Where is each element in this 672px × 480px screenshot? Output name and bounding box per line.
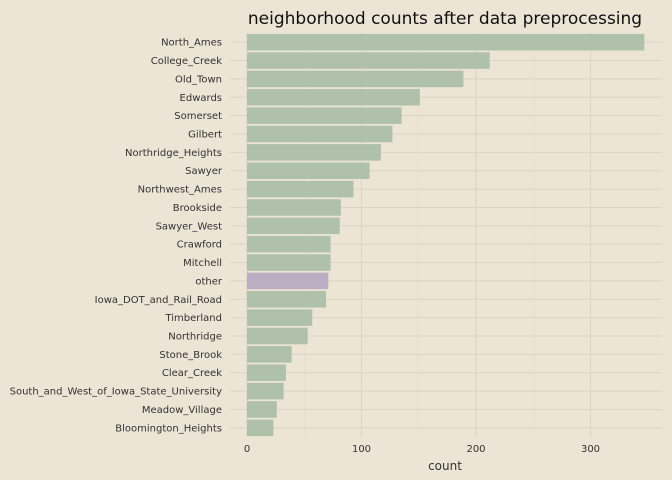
x-tick-label: 100 [352,444,371,455]
y-tick-label: Crawford [177,240,222,251]
bar-northwest-ames [247,180,354,198]
y-tick-label: Brookside [173,203,222,214]
bars-layer [247,33,645,437]
bar-meadow-village [247,401,277,418]
bar-iowa-dot-and-rail-road [247,291,327,308]
bar-south-and-west-of-iowa-state-university [247,382,284,400]
y-tick-label: Gilbert [188,130,222,141]
bar-edwards [247,89,420,106]
bar-bloomington-heights [247,419,274,437]
y-tick-label: Northridge [168,332,222,343]
y-tick-label: Iowa_DOT_and_Rail_Road [95,295,222,306]
bar-mitchell [247,254,331,271]
bar-sawyer-west [247,217,340,235]
y-tick-label: Edwards [180,93,222,104]
bar-brookside [247,199,341,216]
y-tick-label: Somerset [174,111,222,122]
bar-timberland [247,309,313,326]
y-tick-label: North_Ames [161,38,222,49]
bar-northridge [247,327,308,345]
bar-college-creek [247,52,490,69]
chart-title: neighborhood counts after data preproces… [248,9,642,29]
y-tick-label: Meadow_Village [142,405,222,416]
y-tick-label: Old_Town [175,74,222,85]
y-tick-label: Clear_Creek [162,368,222,379]
bar-old-town [247,70,464,88]
y-tick-label: Bloomington_Heights [115,423,222,434]
y-tick-labels: North_Ames College_Creek Old_Town Edwards So… [10,38,223,435]
bar-other [247,272,329,290]
y-tick-label: South_and_West_of_Iowa_State_University [10,387,222,398]
x-axis-label: count [428,459,462,473]
y-tick-label: other [195,276,223,287]
bar-north-ames [247,33,645,51]
bar-crawford [247,235,331,253]
bar-clear-creek [247,364,286,381]
y-tick-label: Northridge_Heights [125,148,222,159]
x-tick-labels: 0 100 200 300 [244,444,600,455]
y-tick-label: Sawyer [185,166,223,177]
y-tick-label: Sawyer_West [156,221,223,232]
y-tick-label: Mitchell [183,258,222,269]
y-tick-label: Northwest_Ames [138,185,222,196]
bar-stone-brook [247,346,292,363]
bar-gilbert [247,125,393,143]
bar-somerset [247,107,402,124]
bar-northridge-heights [247,144,381,161]
x-tick-label: 200 [466,444,485,455]
y-tick-label: College_Creek [151,56,222,67]
bar-sawyer [247,162,370,179]
x-tick-label: 0 [244,444,250,455]
y-tick-label: Stone_Brook [159,350,222,361]
y-tick-label: Timberland [164,313,222,324]
x-tick-label: 300 [581,444,600,455]
